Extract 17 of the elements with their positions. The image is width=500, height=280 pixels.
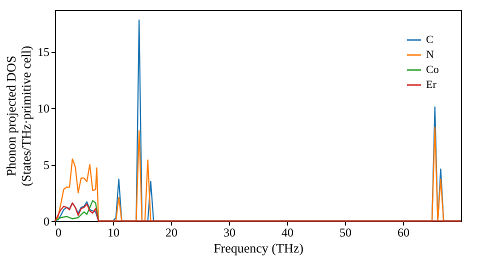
legend-label: Er [426, 79, 437, 91]
legend-label: N [426, 49, 434, 61]
x-tick-label: 0 [56, 226, 62, 240]
x-tick-label: 60 [398, 226, 410, 240]
x-tick-label: 20 [166, 226, 178, 240]
legend-label: Co [426, 64, 440, 76]
x-tick-label: 50 [340, 226, 352, 240]
y-tick-label: 15 [38, 45, 50, 60]
legend-label: C [426, 34, 434, 46]
y-tick-label: 0 [44, 214, 50, 228]
y-tick-label: 10 [38, 102, 50, 116]
x-tick-label: 30 [224, 226, 236, 240]
y-axis-title: Phonon projected DOS (States/THz·primitive cell) [4, 46, 34, 186]
x-axis-title: Frequency (THz) [214, 240, 304, 256]
y-tick-label: 5 [44, 158, 50, 172]
x-tick-label: 10 [108, 226, 120, 240]
x-tick-label: 40 [282, 226, 294, 240]
